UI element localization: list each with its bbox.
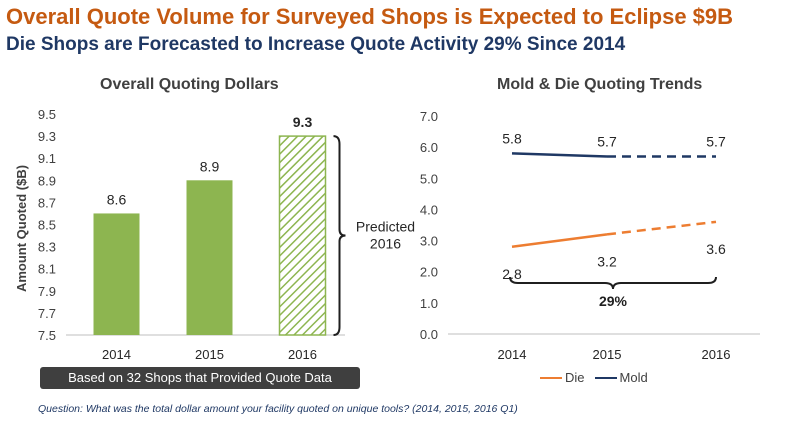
predicted-annotation-line: Predicted xyxy=(356,219,415,235)
legend-swatch-mold xyxy=(594,376,617,379)
die-line-segment xyxy=(606,220,717,236)
line-y-tick-label: 6.0 xyxy=(420,140,438,155)
survey-question: Question: What was the total dollar amou… xyxy=(38,403,518,415)
legend-item-die: Die xyxy=(540,370,585,385)
bar-y-tick-label: 8.9 xyxy=(38,173,56,188)
die-data-label: 3.6 xyxy=(706,241,726,257)
legend-label-mold: Mold xyxy=(619,370,648,385)
line-y-tick-label: 4.0 xyxy=(420,202,438,217)
predicted-bracket xyxy=(333,135,346,336)
line-y-tick-label: 7.0 xyxy=(420,109,438,124)
page-subtitle: Die Shops are Forecasted to Increase Quo… xyxy=(6,34,626,55)
line-chart: 0.0 1.0 2.0 3.0 4.0 5.0 6.0 7.0 2014 2015 2016 2.8 3… xyxy=(420,109,760,362)
bar-y-tick-label: 8.1 xyxy=(38,262,56,277)
line-x-tick-label: 2014 xyxy=(498,347,527,362)
bar-y-axis-label: Amount Quoted ($B) xyxy=(14,165,29,292)
mold-data-label: 5.8 xyxy=(502,130,522,146)
die-data-label: 2.8 xyxy=(502,266,522,282)
shops-note: Based on 32 Shops that Provided Quote Da… xyxy=(40,367,360,389)
bar-chart: 7.5 7.7 7.9 8.1 8.3 8.5 8.7 8.9 9.1 9.3 9.5 Amount … xyxy=(14,107,415,362)
die-line-segment xyxy=(511,233,608,249)
line-x-tick-label: 2015 xyxy=(593,347,622,362)
bar-y-tick-label: 9.3 xyxy=(38,129,56,144)
bar-y-tick-label: 7.7 xyxy=(38,306,56,321)
bar-y-tick-label: 7.9 xyxy=(38,284,56,299)
line-legend: Die Mold xyxy=(540,370,654,385)
bar-2016 xyxy=(278,135,327,336)
legend-item-mold: Mold xyxy=(594,370,648,385)
bar-chart-title: Overall Quoting Dollars xyxy=(100,76,279,93)
mold-line-segment xyxy=(511,152,608,158)
bar-x-tick-label: 2015 xyxy=(195,347,224,362)
line-y-tick-label: 5.0 xyxy=(420,171,438,186)
bar-y-tick-label: 8.7 xyxy=(38,195,56,210)
bar-y-tick-label: 9.5 xyxy=(38,107,56,122)
bar-y-tick-label: 8.3 xyxy=(38,240,56,255)
legend-swatch-die xyxy=(540,376,562,379)
bar-y-tick-label: 9.1 xyxy=(38,151,56,166)
predicted-annotation-line: 2016 xyxy=(370,236,401,252)
line-y-tick-label: 3.0 xyxy=(420,234,438,249)
bar-x-tick-label: 2014 xyxy=(102,347,131,362)
growth-label: 29% xyxy=(599,293,628,309)
line-x-tick-label: 2016 xyxy=(702,347,731,362)
growth-brace xyxy=(509,276,717,290)
bar-2015 xyxy=(186,180,233,335)
mold-data-label: 5.7 xyxy=(706,133,726,149)
bar-value-label: 9.3 xyxy=(293,114,313,130)
mold-data-label: 5.7 xyxy=(597,133,617,149)
bar-y-tick-label: 7.5 xyxy=(38,328,56,343)
predicted-annotation: Predicted 2016 xyxy=(356,219,415,252)
die-data-label: 3.2 xyxy=(597,253,617,269)
line-y-tick-label: 0.0 xyxy=(420,327,438,342)
line-chart-title: Mold & Die Quoting Trends xyxy=(497,76,703,93)
line-y-tick-label: 1.0 xyxy=(420,296,438,311)
bar-x-tick-label: 2016 xyxy=(288,347,317,362)
bar-2014 xyxy=(93,213,140,335)
bar-value-label: 8.9 xyxy=(200,158,220,174)
line-y-tick-label: 2.0 xyxy=(420,265,438,280)
bar-y-tick-label: 8.5 xyxy=(38,218,56,233)
legend-label-die: Die xyxy=(565,370,585,385)
page-title: Overall Quote Volume for Surveyed Shops … xyxy=(6,4,734,29)
bar-value-label: 8.6 xyxy=(107,191,127,207)
